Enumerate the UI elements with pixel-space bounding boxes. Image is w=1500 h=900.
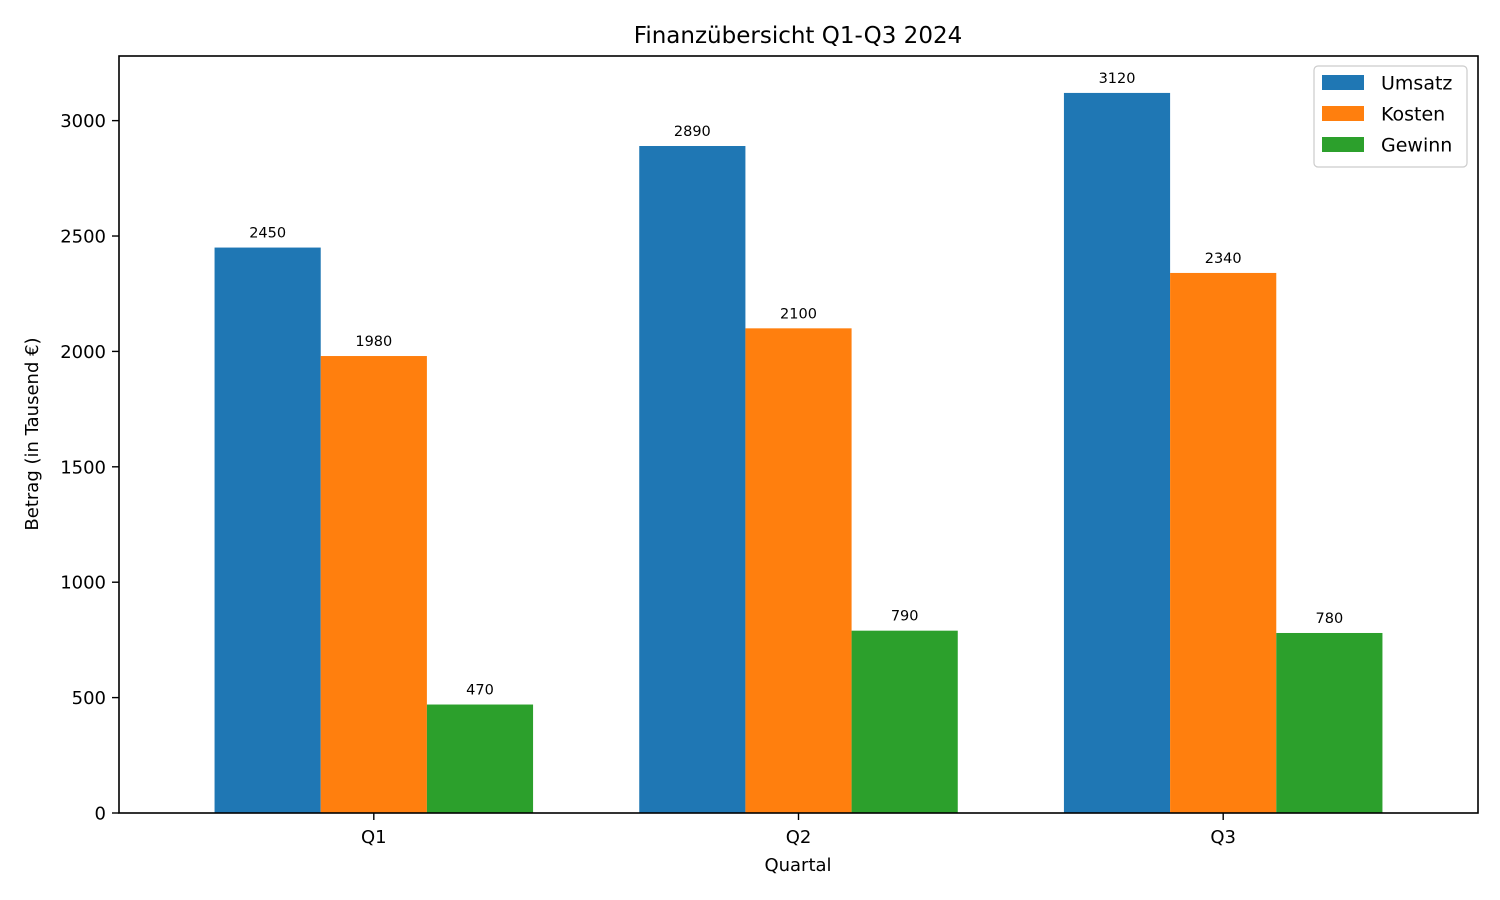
legend-swatch-kosten bbox=[1322, 106, 1364, 121]
chart-title: Finanzübersicht Q1-Q3 2024 bbox=[634, 23, 962, 49]
y-tick-label: 2000 bbox=[60, 342, 106, 363]
y-axis: 0 500 1000 1500 2000 2500 3000 bbox=[60, 111, 119, 825]
legend-label-gewinn: Gewinn bbox=[1381, 135, 1452, 157]
y-axis-label: Betrag (in Tausend €) bbox=[22, 337, 43, 530]
bar-gewinn-q1 bbox=[426, 704, 534, 813]
bar-kosten-q2 bbox=[745, 328, 852, 813]
data-labels-layer: 2450 2890 3120 1980 2100 2340 470 790 780 bbox=[249, 71, 1343, 699]
legend-swatch-gewinn bbox=[1322, 137, 1364, 152]
y-tick-label: 500 bbox=[72, 688, 106, 709]
data-label-kosten-q3: 2340 bbox=[1205, 251, 1242, 267]
bar-umsatz-q2 bbox=[639, 146, 746, 813]
data-label-kosten-q1: 1980 bbox=[355, 334, 392, 350]
legend: Umsatz Kosten Gewinn bbox=[1313, 65, 1468, 168]
data-label-gewinn-q1: 470 bbox=[466, 683, 494, 699]
bar-umsatz-q1 bbox=[214, 247, 321, 813]
bars-layer bbox=[214, 92, 1383, 814]
y-tick-label: 2500 bbox=[60, 227, 106, 248]
y-tick-label: 3000 bbox=[60, 111, 106, 132]
data-label-kosten-q2: 2100 bbox=[780, 306, 817, 322]
data-label-umsatz-q2: 2890 bbox=[674, 124, 711, 140]
data-label-umsatz-q1: 2450 bbox=[249, 226, 286, 242]
x-tick-label: Q2 bbox=[786, 827, 812, 848]
plot-frame bbox=[118, 55, 1479, 814]
legend-label-umsatz: Umsatz bbox=[1381, 73, 1452, 95]
bar-gewinn-q2 bbox=[851, 630, 958, 813]
bar-gewinn-q3 bbox=[1276, 632, 1383, 813]
x-tick-label: Q1 bbox=[361, 827, 387, 848]
bar-kosten-q3 bbox=[1170, 272, 1277, 813]
bar-kosten-q1 bbox=[320, 356, 427, 813]
x-tick-label: Q3 bbox=[1210, 827, 1236, 848]
x-axis: Q1 Q2 Q3 bbox=[361, 813, 1236, 848]
y-tick-label: 0 bbox=[95, 804, 106, 825]
bar-umsatz-q3 bbox=[1063, 92, 1171, 814]
data-label-gewinn-q2: 790 bbox=[891, 609, 919, 625]
data-label-umsatz-q3: 3120 bbox=[1099, 71, 1136, 87]
legend-swatch-umsatz bbox=[1322, 75, 1364, 90]
y-tick-label: 1000 bbox=[60, 573, 106, 594]
x-axis-label: Quartal bbox=[764, 855, 831, 876]
legend-label-kosten: Kosten bbox=[1381, 104, 1445, 126]
y-tick-label: 1500 bbox=[60, 457, 106, 478]
data-label-gewinn-q3: 780 bbox=[1316, 611, 1344, 627]
